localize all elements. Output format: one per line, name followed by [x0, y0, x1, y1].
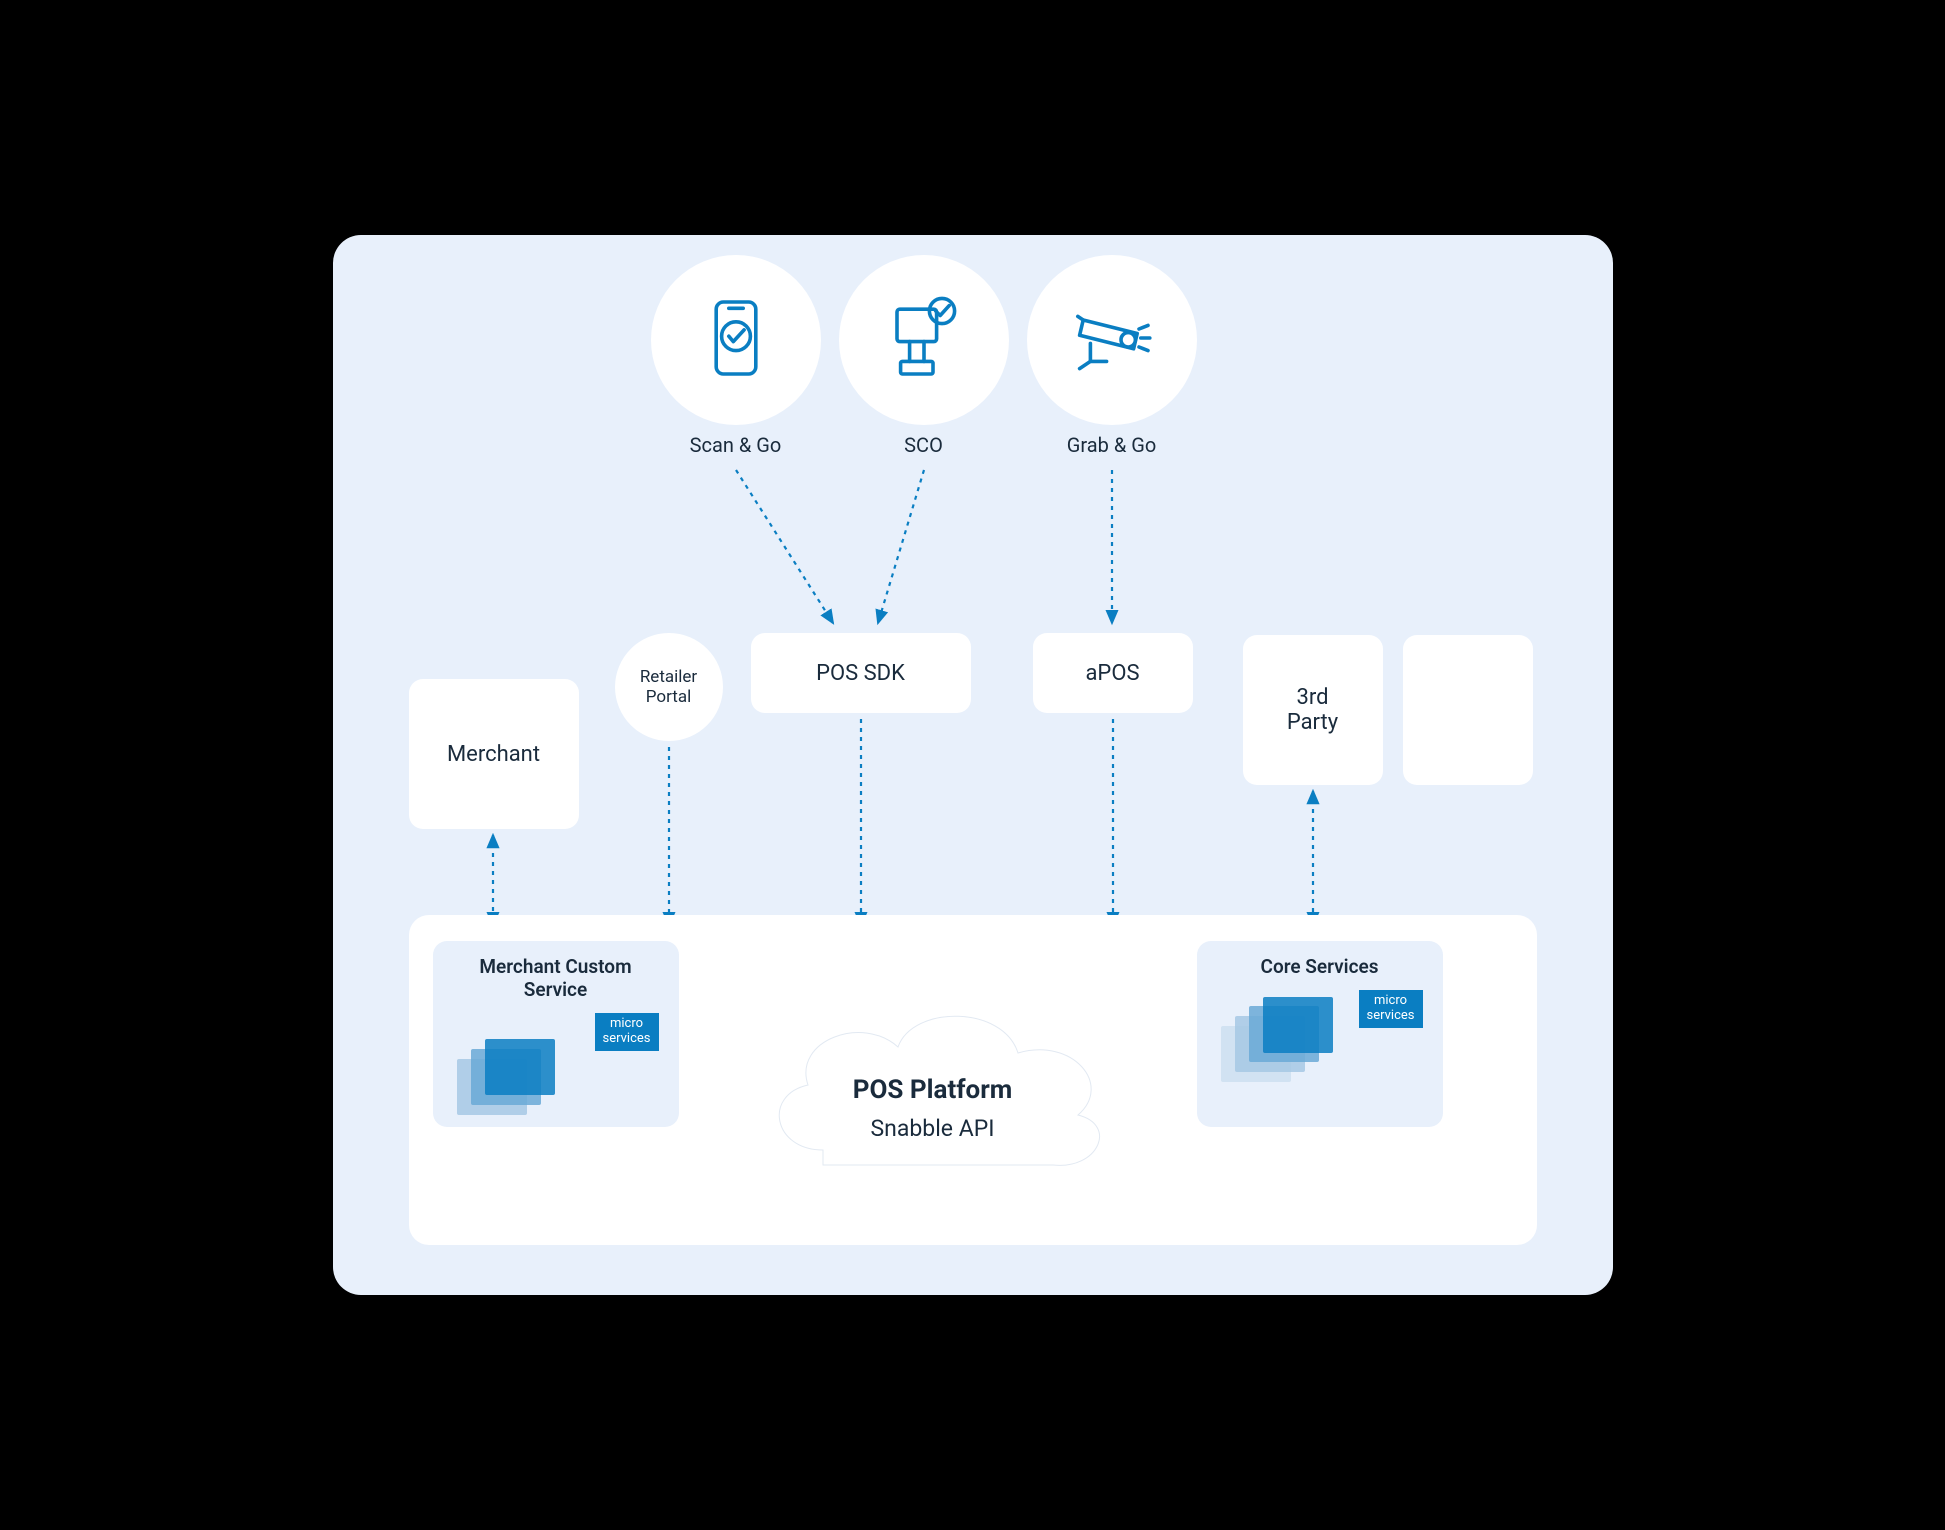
arrow-sco-to-sdk: [878, 470, 924, 623]
micro-stack: micro services: [1211, 986, 1429, 1076]
grab-go-circle: [1027, 255, 1197, 425]
scan-go-label: Scan & Go: [646, 433, 826, 457]
cloud-title: POS Platform: [733, 1075, 1133, 1105]
node-retailer-portal: Retailer Portal: [615, 633, 723, 741]
micro-stack: micro services: [447, 1009, 665, 1099]
camera-icon: [1067, 293, 1157, 387]
node-merchant: Merchant: [409, 679, 579, 829]
cloud-subtitle: Snabble API: [733, 1115, 1133, 1142]
scan-go-circle: [651, 255, 821, 425]
micro-services-badge: micro services: [1359, 990, 1423, 1028]
micro-box: [1263, 997, 1333, 1053]
sco-label: SCO: [834, 433, 1014, 457]
kiosk-check-icon: [879, 293, 969, 387]
sco-circle: [839, 255, 1009, 425]
service-core-services: Core Services micro services: [1197, 941, 1443, 1127]
grab-go-label: Grab & Go: [1022, 433, 1202, 457]
node-apos: aPOS: [1033, 633, 1193, 713]
micro-box: [485, 1039, 555, 1095]
arrow-scan-to-sdk: [736, 470, 833, 623]
node-row2-filler: [1403, 635, 1533, 785]
micro-services-badge: micro services: [595, 1013, 659, 1051]
diagram-canvas: Scan & Go SCO Grab & Go Merchant Retailer…: [333, 235, 1613, 1295]
platform-container: POS Platform Snabble API Merchant Custom…: [409, 915, 1537, 1245]
node-third-party: 3rd Party: [1243, 635, 1383, 785]
service-core-services-title: Core Services: [1211, 955, 1429, 978]
node-pos-sdk: POS SDK: [751, 633, 971, 713]
service-merchant-custom: Merchant Custom Service micro services: [433, 941, 679, 1127]
service-merchant-custom-title: Merchant Custom Service: [447, 955, 665, 1001]
cloud-pos-platform: POS Platform Snabble API: [733, 965, 1133, 1205]
phone-check-icon: [691, 293, 781, 387]
